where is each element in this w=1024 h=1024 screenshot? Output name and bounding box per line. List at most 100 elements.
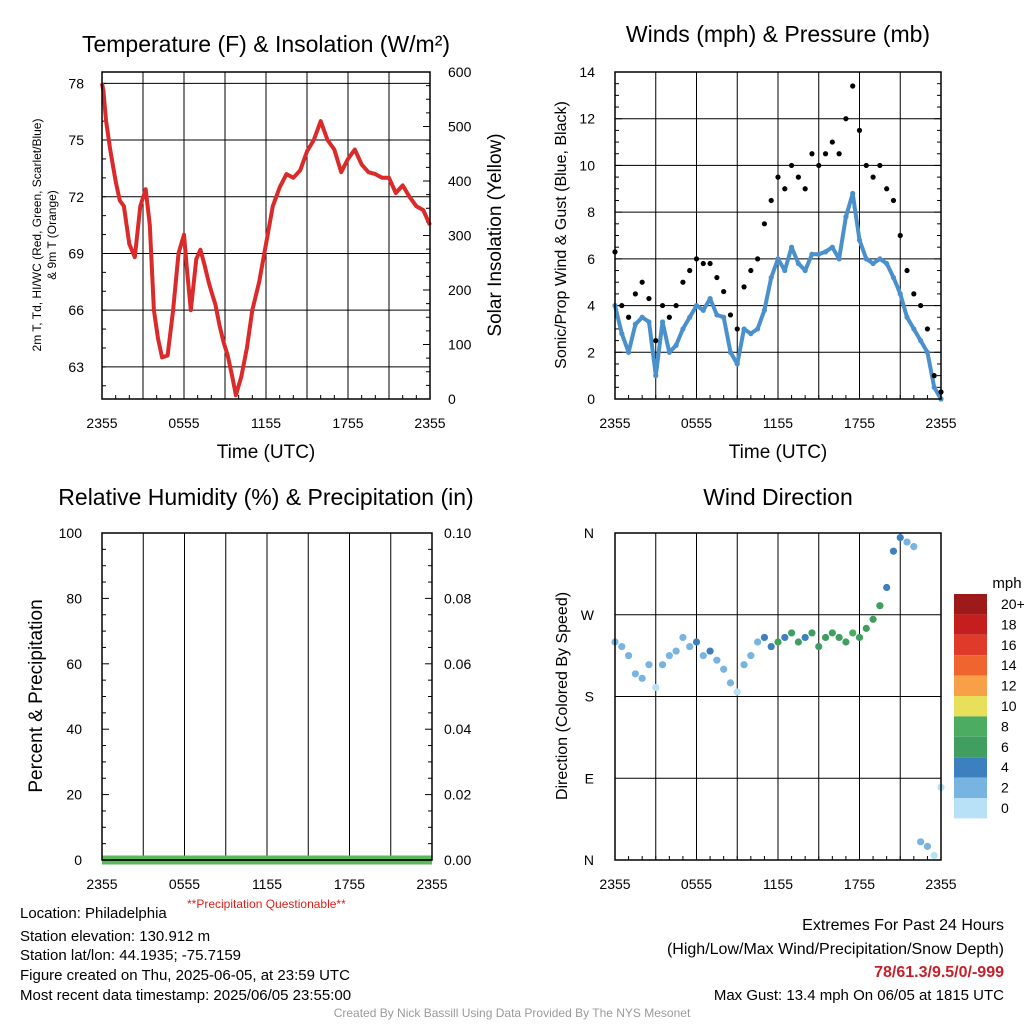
direction-y-tick-label: S [585,689,594,705]
humidity-plot-frame [101,532,433,861]
direction-point [869,615,877,623]
speed-legend-swatch [954,614,987,635]
humidity-y-ticks: 0 20 40 60 80 100 [59,525,109,868]
sonic-wind-point [890,274,897,281]
speed-legend-label: 14 [1001,657,1017,673]
insolation-y-tick-label: 300 [448,228,472,244]
direction-point [740,661,748,669]
sonic-wind-point [782,267,788,274]
direction-point [631,670,639,678]
gust-point [748,267,754,274]
temperature-y-tick-label: 69 [68,245,84,261]
direction-point [658,661,667,669]
sonic-wind-point [666,349,672,355]
sonic-wind-point [721,314,727,320]
gust-point [856,127,863,133]
gust-point [897,232,903,239]
direction-point [862,624,870,632]
direction-point [672,647,680,655]
gust-point [822,151,829,157]
x-tick-label: 0555 [169,876,200,892]
speed-legend-label: 2 [1001,780,1009,796]
direction-point [699,652,707,660]
direction-point [726,679,735,687]
temperature-title: Temperature (F) & Insolation (W/m²) [82,31,450,57]
direction-point [781,633,789,642]
gust-point [816,162,822,169]
sonic-wind-point [680,326,686,332]
gust-point [741,284,747,290]
temperature-xlabel: Time (UTC) [217,442,316,463]
gust-point [877,162,883,169]
sonic-wind-point [646,319,652,325]
recent-text: Most recent data timestamp: 2025/06/05 2… [20,987,352,1004]
temperature-panel: Temperature (F) & Insolation (W/m²) 63 66… [30,31,506,463]
sonic-wind-point [707,295,713,302]
humidity-y-tick-label: 40 [66,721,82,737]
insolation-y-tick-label: 500 [448,119,472,135]
speed-legend-swatch [954,675,987,696]
wind-grid [615,72,941,399]
direction-point [903,538,911,546]
direction-series [611,533,945,860]
sonic-wind-point [911,326,917,332]
gust-point [775,174,781,180]
humidity-y-tick-label: 80 [66,590,82,606]
temperature-ylabel-line2: & 9m T (Orange) [45,190,59,280]
humidity-y-tick-label: 60 [66,656,82,672]
direction-point [917,838,925,846]
speed-legend-swatch [954,655,987,676]
gust-point [639,279,645,285]
direction-point [686,642,694,651]
x-tick-label: 2355 [599,415,630,431]
direction-point [896,533,904,542]
gust-point [666,314,672,320]
direction-point [754,638,762,646]
sonic-wind-point [795,260,801,267]
sonic-wind-point [843,214,849,220]
humidity-ylabel: Percent & Precipitation [26,599,47,792]
gust-point [924,326,931,332]
sonic-wind-point [639,314,645,320]
sonic-wind-point [788,244,795,250]
humidity-y-tick-label: 100 [59,525,83,541]
sonic-wind-point [714,312,720,318]
latlon-text: Station lat/lon: 44.1935; -75.7159 [20,947,242,964]
direction-y-tick-label: W [581,607,595,623]
direction-point [794,638,802,646]
gust-point [870,174,876,180]
gust-point [931,373,937,379]
x-tick-label: 1155 [251,415,281,431]
temperature-y-tick-label: 72 [68,189,84,205]
insolation-y-tick-label: 100 [448,337,472,353]
gust-point [755,256,761,262]
insolation-y-tick-label: 600 [448,64,472,80]
gust-point [788,162,795,169]
precip-questionable-note: **Precipitation Questionable** [187,897,346,911]
precip-y-tick-label: 0.00 [444,852,471,868]
wind-ylabel: Sonic/Prop Wind & Gust (Blue, Black) [553,101,570,369]
speed-legend-label: 8 [1001,718,1009,734]
sonic-wind-point [741,326,747,332]
temperature-plot-frame [101,71,431,400]
speed-legend-label: 18 [1001,616,1017,632]
x-tick-label: 2355 [416,876,447,892]
sonic-wind-point [775,256,781,262]
speed-legend-label: 0 [1001,800,1009,816]
direction-title: Wind Direction [703,484,853,510]
direction-point [883,583,891,592]
gust-point [673,302,679,309]
speed-legend-swatch [954,594,987,615]
wind-series [612,83,944,402]
x-tick-label: 0555 [681,415,712,431]
gust-point [734,326,740,332]
gust-point [890,197,897,204]
sonic-wind-point [748,331,754,337]
precip-y-tick-label: 0.04 [444,721,471,737]
direction-point [618,642,626,651]
temperature-y-tick-label: 66 [68,302,84,318]
gust-point [714,274,720,281]
direction-point [624,652,633,660]
